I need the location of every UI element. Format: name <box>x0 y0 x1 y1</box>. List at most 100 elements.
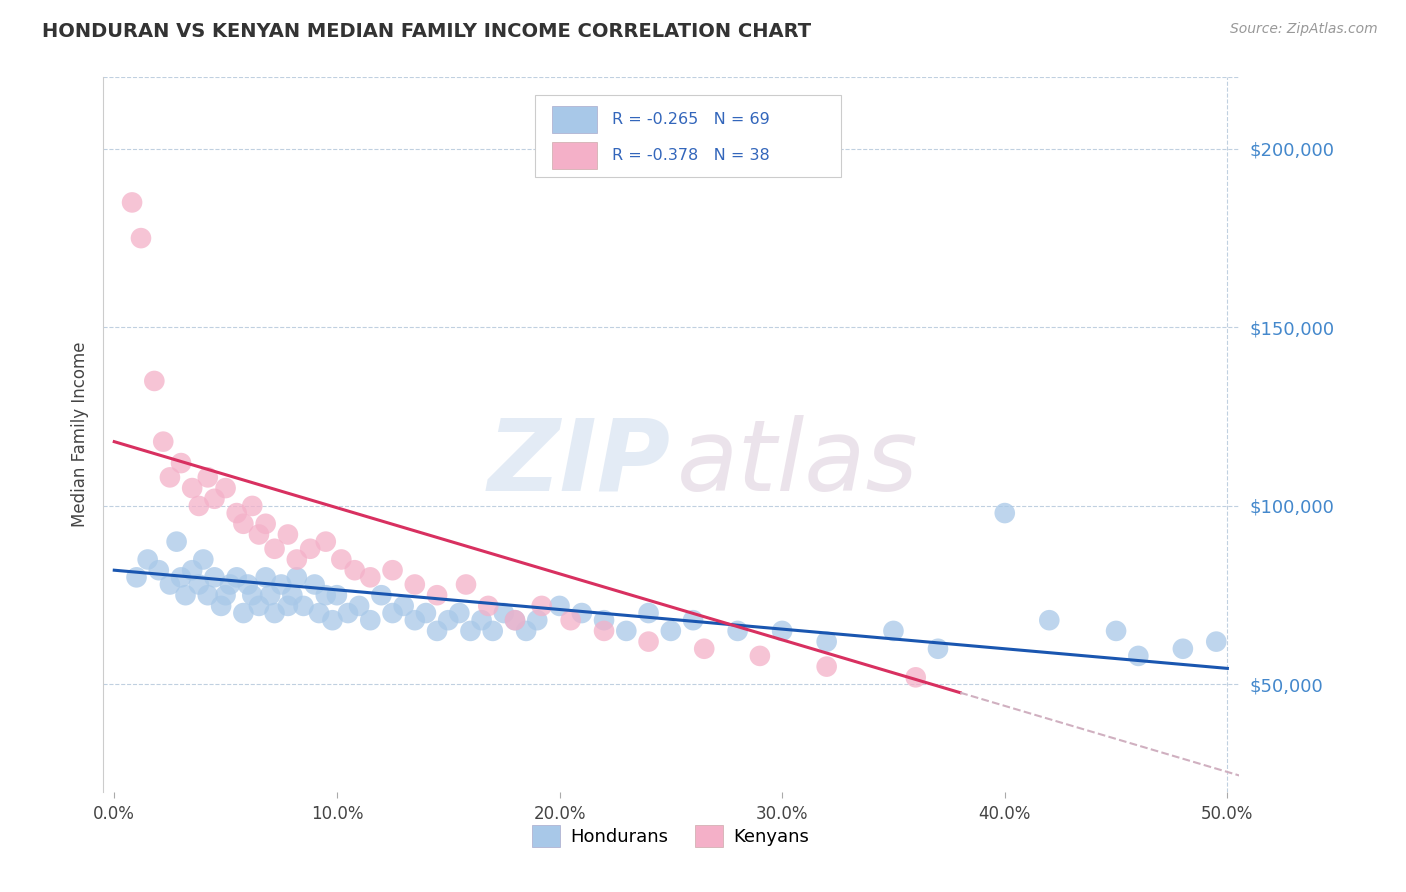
Point <box>359 613 381 627</box>
Point <box>593 624 616 638</box>
Point <box>994 506 1017 520</box>
Point <box>129 231 152 245</box>
Point <box>240 499 263 513</box>
Point <box>727 624 749 638</box>
Point <box>392 599 415 613</box>
Point <box>247 599 270 613</box>
Point <box>285 552 308 566</box>
Point <box>170 570 193 584</box>
Point <box>315 588 337 602</box>
Point <box>593 613 616 627</box>
Point <box>404 613 426 627</box>
Text: Source: ZipAtlas.com: Source: ZipAtlas.com <box>1230 22 1378 37</box>
Point <box>304 577 326 591</box>
Point <box>247 527 270 541</box>
Point <box>197 588 219 602</box>
Point <box>1128 648 1150 663</box>
Point <box>148 563 170 577</box>
Point <box>347 599 370 613</box>
Point <box>270 577 292 591</box>
Point <box>1171 641 1194 656</box>
Point <box>181 481 204 495</box>
Point <box>263 606 285 620</box>
Point <box>214 481 236 495</box>
Point <box>321 613 343 627</box>
Point <box>326 588 349 602</box>
Point <box>1105 624 1128 638</box>
Point <box>159 577 181 591</box>
Point <box>193 552 215 566</box>
Point <box>526 613 548 627</box>
Point <box>882 624 904 638</box>
Point <box>571 606 593 620</box>
Point <box>225 506 247 520</box>
Point <box>166 534 188 549</box>
Text: ZIP: ZIP <box>488 415 671 512</box>
Point <box>515 624 537 638</box>
Point <box>404 577 426 591</box>
Point <box>460 624 482 638</box>
FancyBboxPatch shape <box>534 95 841 178</box>
Point <box>285 570 308 584</box>
Point <box>815 634 838 648</box>
Text: R = -0.265   N = 69: R = -0.265 N = 69 <box>612 112 769 127</box>
Point <box>548 599 571 613</box>
Point <box>530 599 553 613</box>
Point <box>204 570 226 584</box>
FancyBboxPatch shape <box>551 142 598 169</box>
Point <box>637 606 659 620</box>
Point <box>263 541 285 556</box>
Point <box>143 374 166 388</box>
Point <box>214 588 236 602</box>
Point <box>225 570 247 584</box>
Point <box>209 599 232 613</box>
Y-axis label: Median Family Income: Median Family Income <box>72 342 89 527</box>
Point <box>292 599 315 613</box>
Point <box>927 641 949 656</box>
Legend: Hondurans, Kenyans: Hondurans, Kenyans <box>526 817 817 854</box>
Point <box>159 470 181 484</box>
Point <box>254 516 277 531</box>
Text: atlas: atlas <box>676 415 918 512</box>
Point <box>481 624 503 638</box>
Point <box>187 499 209 513</box>
Point <box>1038 613 1060 627</box>
Point <box>503 613 526 627</box>
Point <box>232 606 254 620</box>
Point <box>181 563 204 577</box>
Point <box>281 588 304 602</box>
Point <box>152 434 174 449</box>
Point <box>381 606 404 620</box>
Point <box>477 599 499 613</box>
Point <box>204 491 226 506</box>
Point <box>259 588 281 602</box>
Point <box>426 624 449 638</box>
Point <box>299 541 322 556</box>
Point <box>682 613 704 627</box>
Point <box>370 588 392 602</box>
Point <box>219 577 242 591</box>
Point <box>136 552 159 566</box>
Point <box>174 588 197 602</box>
Point <box>659 624 682 638</box>
Point <box>471 613 494 627</box>
Point <box>770 624 793 638</box>
Point <box>454 577 477 591</box>
Point <box>315 534 337 549</box>
Point <box>637 634 659 648</box>
Point <box>254 570 277 584</box>
Point <box>503 613 526 627</box>
Point <box>236 577 259 591</box>
Point <box>232 516 254 531</box>
Point <box>277 527 299 541</box>
Point <box>343 563 366 577</box>
Point <box>121 195 143 210</box>
Point <box>337 606 360 620</box>
Point <box>277 599 299 613</box>
Point <box>125 570 148 584</box>
Point <box>614 624 637 638</box>
Point <box>904 670 927 684</box>
Point <box>330 552 353 566</box>
Point <box>170 456 193 470</box>
Point <box>381 563 404 577</box>
